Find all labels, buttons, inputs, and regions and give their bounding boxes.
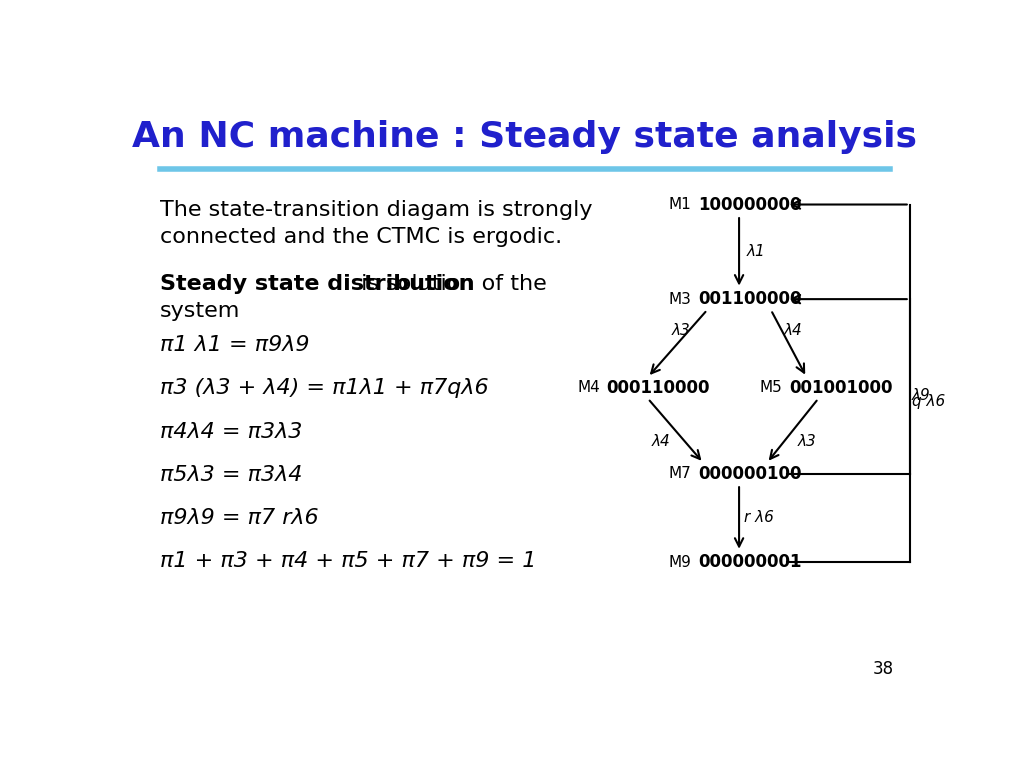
Text: is solution of the: is solution of the bbox=[354, 274, 547, 294]
Text: 000000100: 000000100 bbox=[697, 465, 802, 482]
Text: λ3: λ3 bbox=[798, 434, 816, 449]
Text: π5λ3 = π3λ4: π5λ3 = π3λ4 bbox=[160, 465, 302, 485]
Text: q λ6: q λ6 bbox=[912, 394, 945, 409]
Text: π1 λ1 = π9λ9: π1 λ1 = π9λ9 bbox=[160, 336, 309, 356]
Text: M7: M7 bbox=[669, 466, 691, 481]
Text: π3 (λ3 + λ4) = π1λ1 + π7qλ6: π3 (λ3 + λ4) = π1λ1 + π7qλ6 bbox=[160, 379, 488, 399]
Text: M3: M3 bbox=[669, 292, 691, 306]
Text: M4: M4 bbox=[578, 380, 600, 396]
Text: 000000001: 000000001 bbox=[697, 553, 802, 571]
Text: The state-transition diagam is strongly: The state-transition diagam is strongly bbox=[160, 200, 592, 220]
Text: M1: M1 bbox=[669, 197, 691, 212]
Text: system: system bbox=[160, 301, 240, 321]
Text: 38: 38 bbox=[872, 660, 894, 677]
Text: M9: M9 bbox=[669, 554, 691, 570]
Text: λ4: λ4 bbox=[652, 434, 671, 449]
Text: connected and the CTMC is ergodic.: connected and the CTMC is ergodic. bbox=[160, 227, 562, 247]
Text: 001100000: 001100000 bbox=[697, 290, 802, 308]
Text: π4λ4 = π3λ3: π4λ4 = π3λ3 bbox=[160, 422, 302, 442]
Text: λ9: λ9 bbox=[912, 388, 931, 402]
Text: λ1: λ1 bbox=[748, 244, 766, 260]
Text: π1 + π3 + π4 + π5 + π7 + π9 = 1: π1 + π3 + π4 + π5 + π7 + π9 = 1 bbox=[160, 551, 537, 571]
Text: 001001000: 001001000 bbox=[790, 379, 893, 397]
Text: r λ6: r λ6 bbox=[744, 511, 774, 525]
Text: λ3: λ3 bbox=[672, 323, 691, 338]
Text: 000110000: 000110000 bbox=[606, 379, 710, 397]
Text: π9λ9 = π7 rλ6: π9λ9 = π7 rλ6 bbox=[160, 508, 318, 528]
Text: M5: M5 bbox=[760, 380, 782, 396]
Text: λ4: λ4 bbox=[783, 323, 802, 338]
Text: An NC machine : Steady state analysis: An NC machine : Steady state analysis bbox=[132, 120, 918, 154]
Text: Steady state distribution: Steady state distribution bbox=[160, 274, 474, 294]
Text: 100000000: 100000000 bbox=[697, 196, 802, 214]
